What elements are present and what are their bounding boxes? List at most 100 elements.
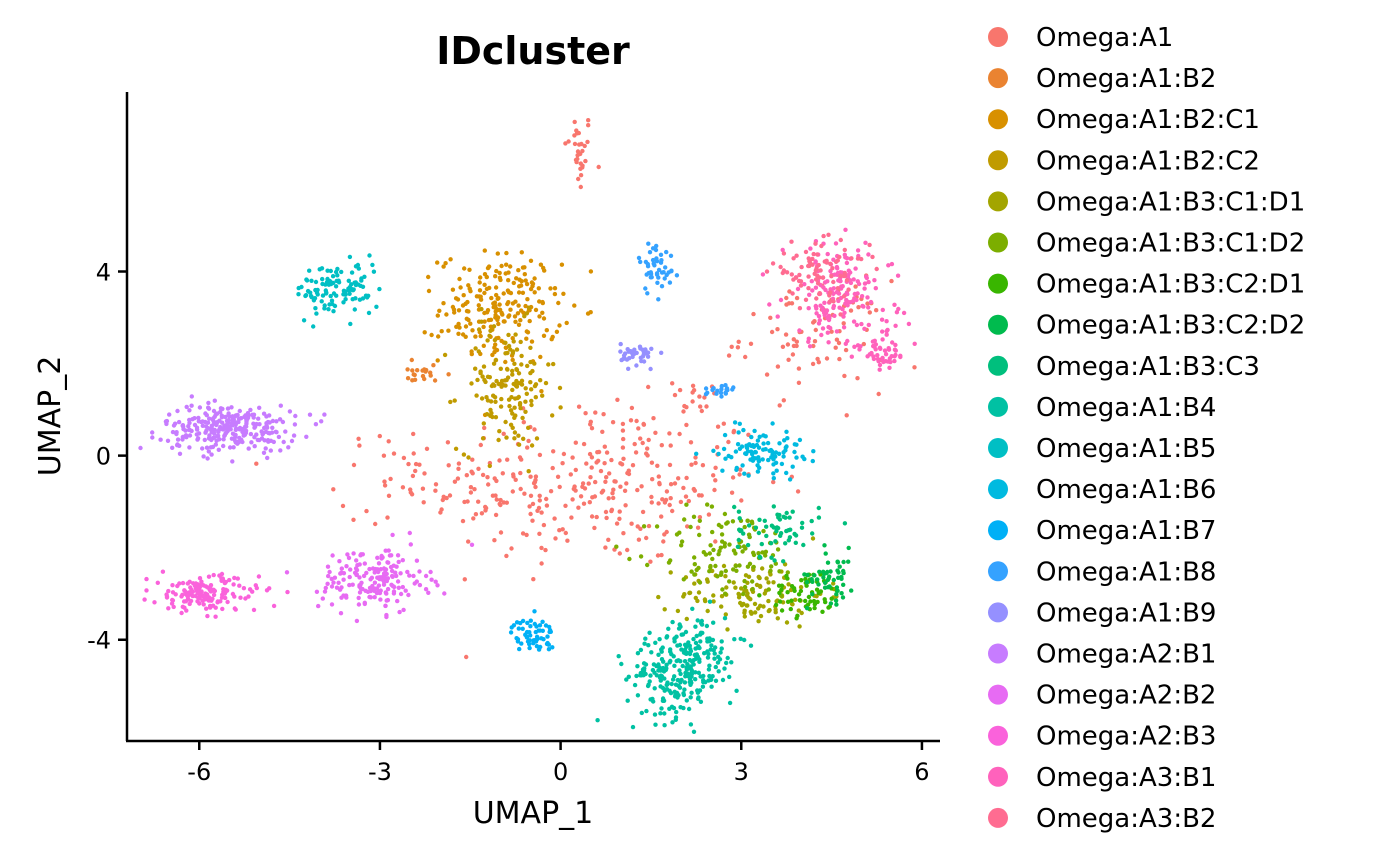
data-point xyxy=(537,498,542,503)
data-point xyxy=(362,561,367,566)
data-point xyxy=(621,531,626,536)
data-point xyxy=(435,358,440,363)
data-point xyxy=(671,705,677,711)
data-point xyxy=(493,415,499,420)
data-point xyxy=(731,430,736,435)
data-point xyxy=(727,674,732,680)
data-point xyxy=(709,684,714,689)
data-point xyxy=(187,420,192,426)
data-point xyxy=(540,393,545,398)
data-point xyxy=(842,310,847,315)
data-point xyxy=(713,478,718,483)
data-point xyxy=(211,408,217,414)
data-point xyxy=(654,524,660,529)
data-point xyxy=(683,494,689,499)
data-point xyxy=(797,272,802,278)
data-point xyxy=(348,321,353,327)
data-point xyxy=(746,523,752,528)
data-point xyxy=(519,457,524,462)
data-point xyxy=(834,329,840,334)
data-point xyxy=(529,398,534,404)
data-point xyxy=(513,319,518,324)
data-point xyxy=(668,482,674,487)
data-point xyxy=(827,584,832,589)
data-point xyxy=(800,520,805,526)
legend-item: Omega:A3:B2 xyxy=(988,804,1216,834)
data-point xyxy=(678,499,684,505)
data-point xyxy=(705,649,710,654)
data-point xyxy=(867,352,872,357)
data-point xyxy=(768,541,774,546)
data-point xyxy=(835,286,841,291)
data-point xyxy=(403,588,408,593)
data-point xyxy=(488,328,493,333)
data-point xyxy=(862,281,868,286)
data-point xyxy=(710,637,716,643)
data-point xyxy=(570,497,575,502)
data-point xyxy=(417,462,422,467)
data-point xyxy=(712,656,717,661)
data-point xyxy=(677,668,682,673)
data-point xyxy=(684,616,689,622)
data-point xyxy=(763,553,768,558)
data-point xyxy=(529,402,534,408)
data-point xyxy=(580,481,586,486)
data-point xyxy=(723,591,728,596)
series-omega-a1-b7 xyxy=(508,609,555,652)
data-point xyxy=(761,441,766,446)
data-point xyxy=(650,246,656,251)
data-point xyxy=(669,652,674,657)
data-point xyxy=(656,594,661,600)
data-point xyxy=(856,281,862,287)
data-point xyxy=(395,553,401,558)
data-point xyxy=(675,608,681,614)
data-point xyxy=(695,525,701,530)
data-point xyxy=(674,709,679,715)
data-point xyxy=(541,333,547,338)
data-point xyxy=(712,651,717,656)
data-point xyxy=(831,581,836,586)
data-point xyxy=(528,380,533,385)
data-point xyxy=(682,517,687,522)
data-point xyxy=(396,559,401,565)
data-point xyxy=(750,579,755,584)
data-point xyxy=(366,310,372,316)
data-point xyxy=(518,486,523,492)
data-point xyxy=(667,431,672,436)
data-point xyxy=(874,266,879,272)
data-point xyxy=(859,294,865,299)
data-point xyxy=(556,300,561,306)
data-point xyxy=(539,510,544,515)
data-point xyxy=(441,301,446,306)
data-point xyxy=(655,463,660,468)
data-point xyxy=(232,432,238,438)
data-point xyxy=(197,576,203,581)
data-point xyxy=(769,555,774,560)
data-point xyxy=(736,509,742,514)
data-point xyxy=(842,521,848,526)
data-point xyxy=(233,607,238,612)
data-point xyxy=(382,575,388,580)
data-point xyxy=(564,320,569,326)
data-point xyxy=(682,659,688,664)
data-point xyxy=(713,539,718,544)
data-point xyxy=(249,440,254,445)
data-point xyxy=(538,262,544,267)
data-point xyxy=(493,305,498,311)
data-point xyxy=(512,436,517,441)
data-point xyxy=(684,502,689,507)
data-point xyxy=(521,436,526,441)
data-point xyxy=(413,468,418,474)
data-point xyxy=(193,581,199,586)
data-point xyxy=(412,581,417,586)
data-point xyxy=(526,425,531,430)
data-point xyxy=(833,241,839,246)
data-point xyxy=(170,445,175,450)
data-point xyxy=(334,278,339,284)
data-point xyxy=(663,265,668,270)
data-point xyxy=(274,430,279,435)
data-point xyxy=(841,559,846,565)
data-point xyxy=(664,662,669,667)
data-point xyxy=(331,309,336,314)
